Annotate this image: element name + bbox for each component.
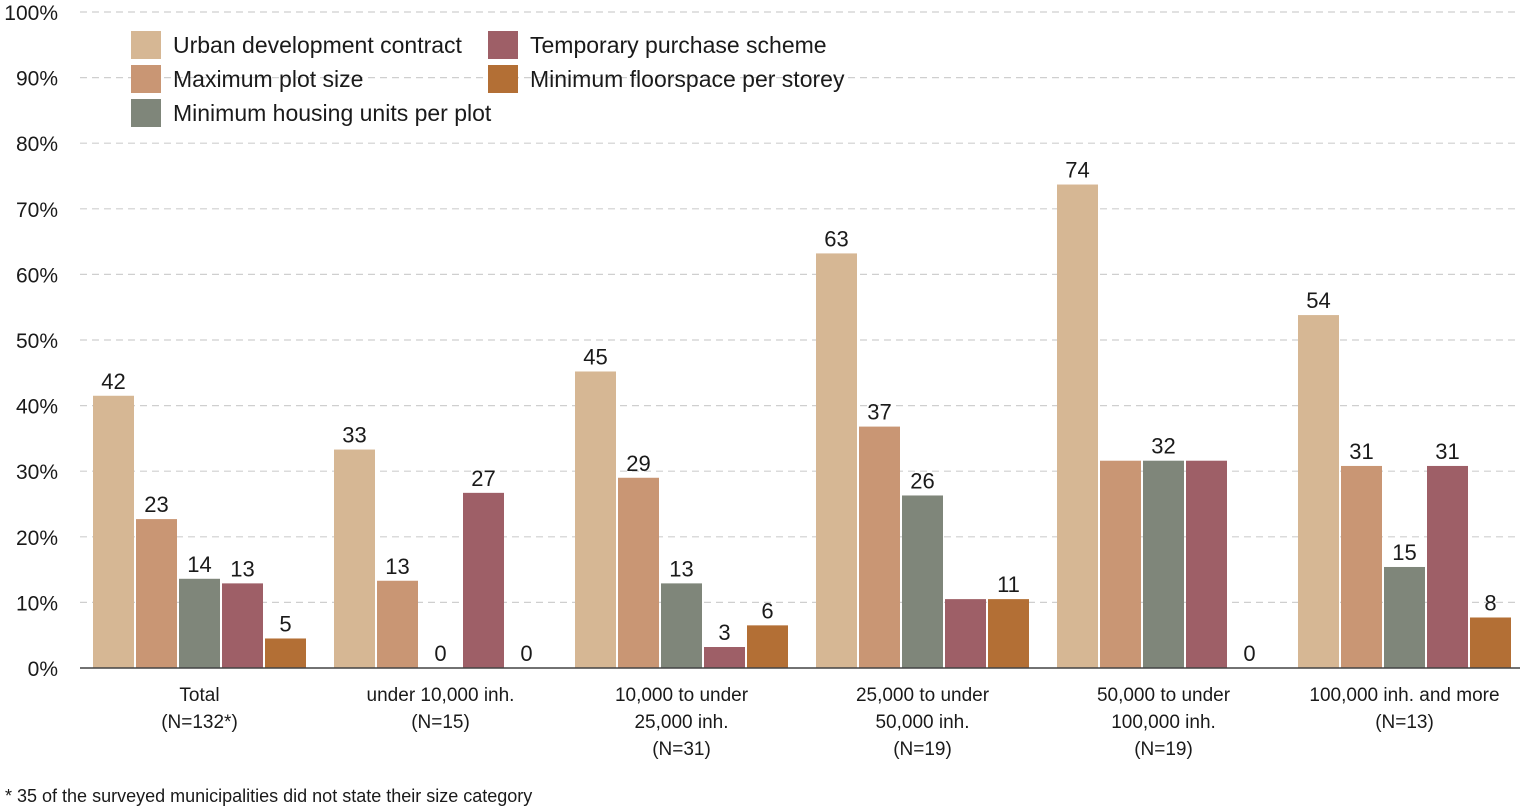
bar [988, 599, 1029, 668]
x-category-label: (N=13) [1375, 712, 1434, 733]
y-tick-label: 60% [16, 264, 58, 287]
bar [704, 647, 745, 668]
value-label: 31 [1435, 439, 1459, 464]
x-category-label: (N=31) [652, 739, 711, 760]
legend-swatch [131, 65, 161, 93]
value-label: 31 [1349, 439, 1373, 464]
bar [1186, 460, 1227, 668]
bar [1143, 460, 1184, 668]
y-tick-label: 30% [16, 461, 58, 484]
bar [136, 519, 177, 668]
bar [222, 583, 263, 668]
bar [1057, 184, 1098, 668]
x-axis: Total (N=132*) under 10,000 inh. (N=15) 10,0… [161, 685, 1499, 760]
value-label: 42 [101, 369, 125, 394]
value-label: 3 [718, 620, 730, 645]
bar [334, 449, 375, 668]
bar [1100, 460, 1141, 668]
bar [1341, 465, 1382, 668]
value-label: 0 [520, 641, 532, 666]
legend-label: Urban development contract [173, 32, 463, 58]
legend-label: Temporary purchase scheme [530, 32, 827, 58]
bar [816, 253, 857, 668]
bar [265, 638, 306, 668]
x-category-label: (N=132*) [161, 712, 238, 733]
value-label: 27 [471, 466, 495, 491]
value-label: 0 [434, 641, 446, 666]
value-label: 32 [1151, 434, 1175, 459]
y-tick-label: 10% [16, 592, 58, 615]
bar [747, 625, 788, 668]
value-label: 14 [187, 552, 211, 577]
legend-swatch [131, 99, 161, 127]
x-category-label: 100,000 inh. and more [1309, 685, 1499, 706]
bar [93, 395, 134, 668]
x-category-label: under 10,000 inh. [367, 685, 515, 706]
y-tick-label: 70% [16, 199, 58, 222]
bars [93, 184, 1511, 668]
bar [618, 477, 659, 668]
gridlines [80, 11, 1520, 604]
value-label: 5 [279, 611, 291, 636]
value-label: 33 [342, 423, 366, 448]
legend-swatch [131, 31, 161, 59]
bar [661, 583, 702, 668]
legend-label: Maximum plot size [173, 66, 363, 92]
y-tick-label: 100% [4, 2, 58, 25]
value-label: 54 [1306, 288, 1330, 313]
bar [575, 371, 616, 668]
value-label: 29 [626, 451, 650, 476]
bar [1427, 465, 1468, 668]
legend-swatch [488, 31, 518, 59]
value-label: 6 [761, 598, 773, 623]
bar [1470, 617, 1511, 668]
x-category-label: 50,000 to under [1097, 685, 1231, 706]
x-category-label: 25,000 to under [856, 685, 990, 706]
x-category-label: Total [179, 685, 219, 706]
y-tick-label: 50% [16, 330, 58, 353]
value-label: 13 [230, 556, 254, 581]
legend-swatch [488, 65, 518, 93]
value-label: 8 [1484, 590, 1496, 615]
bar [945, 599, 986, 668]
bar [463, 492, 504, 668]
bar [179, 578, 220, 668]
bar [1384, 566, 1425, 668]
y-tick-label: 90% [16, 68, 58, 91]
value-label: 23 [144, 492, 168, 517]
value-label: 11 [997, 572, 1020, 597]
y-tick-label: 40% [16, 396, 58, 419]
bar [377, 580, 418, 668]
bar [859, 426, 900, 668]
x-category-label: 10,000 to under [615, 685, 749, 706]
x-category-label: (N=15) [411, 712, 470, 733]
legend-label: Minimum floorspace per storey [530, 66, 845, 92]
value-label: 15 [1392, 540, 1416, 565]
legend: Urban development contract Maximum plot s… [131, 31, 845, 127]
value-label: 13 [669, 556, 693, 581]
y-tick-label: 0% [28, 658, 58, 681]
x-category-label: 100,000 inh. [1111, 712, 1216, 733]
legend-label: Minimum housing units per plot [173, 100, 492, 126]
bar [902, 495, 943, 668]
bar [1298, 315, 1339, 668]
value-label: 45 [583, 344, 607, 369]
x-category-label: 50,000 inh. [875, 712, 969, 733]
value-label: 63 [824, 226, 848, 251]
value-labels: 42 23 14 13 5 33 13 0 27 0 45 29 13 3 6 63 37 26 11 74 32 0 54… [101, 158, 1496, 666]
value-label: 13 [385, 554, 409, 579]
value-label: 37 [867, 400, 891, 425]
x-category-label: (N=19) [893, 739, 952, 760]
value-label: 74 [1065, 158, 1089, 183]
x-category-label: (N=19) [1134, 739, 1193, 760]
footnote: * 35 of the surveyed municipalities did … [5, 786, 532, 806]
value-label: 26 [910, 468, 934, 493]
y-tick-label: 20% [16, 527, 58, 550]
y-axis: 0% 10% 20% 30% 40% 50% 60% 70% 80% 90% 100% [4, 2, 58, 681]
x-category-label: 25,000 inh. [634, 712, 728, 733]
value-label: 0 [1243, 641, 1255, 666]
y-tick-label: 80% [16, 133, 58, 156]
